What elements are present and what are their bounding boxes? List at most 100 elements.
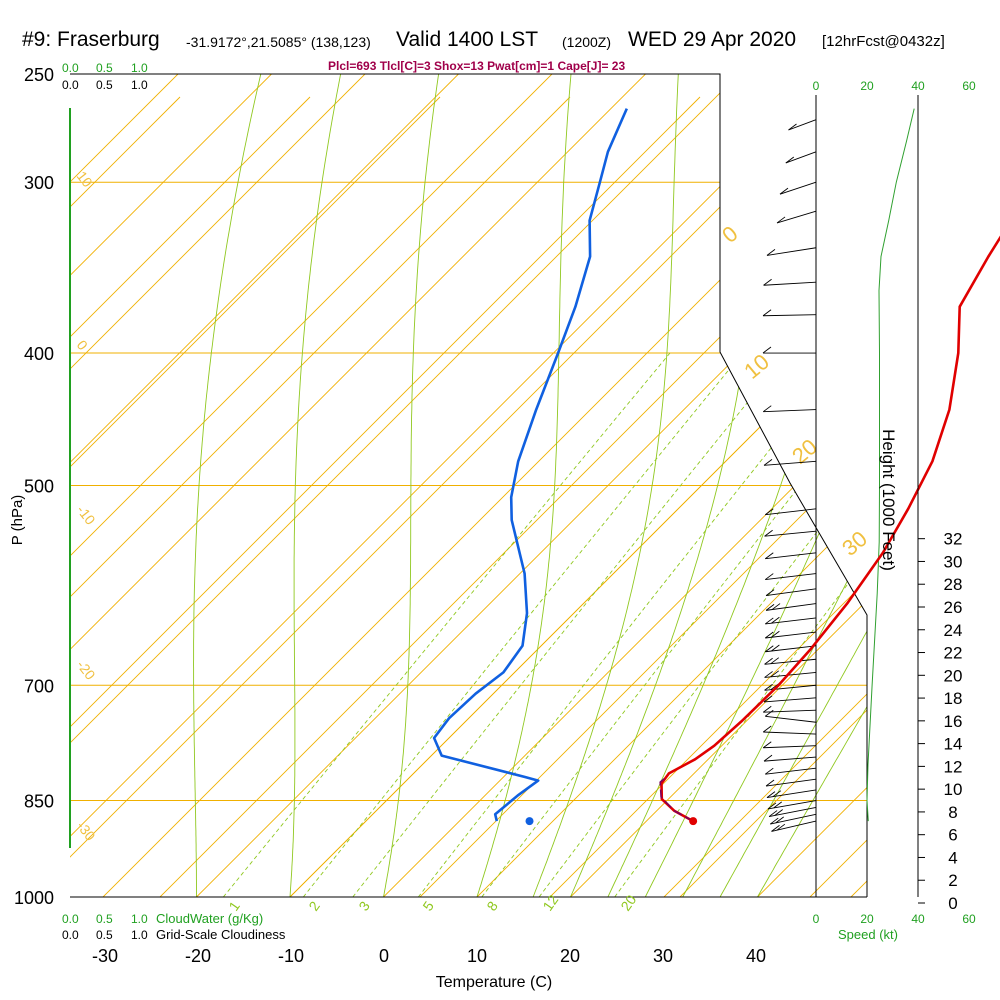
wind-barb-flag: [765, 617, 774, 625]
surface-temperature-marker: [689, 817, 698, 826]
forecast-label: [12hrFcst@0432z]: [822, 33, 945, 50]
temperature-line: [660, 235, 1000, 823]
wind-barb: [765, 767, 817, 775]
wind-barb-flag: [763, 458, 773, 466]
wind-speed-profile: [866, 108, 915, 822]
valid-date: WED 29 Apr 2020: [628, 28, 797, 51]
cloudiness-scale-bottom: 1.0: [131, 928, 148, 942]
wind-barb-flag: [772, 790, 782, 798]
wind-barb-flag: [765, 604, 775, 611]
cloudiness-scale-top: 1.0: [131, 78, 148, 92]
wind-barb-flag: [788, 123, 797, 131]
isotherm-line: [757, 74, 867, 897]
height-tick-label: 2: [948, 871, 957, 890]
wind-barb: [767, 800, 817, 810]
moist-adiabat-line: [289, 74, 342, 897]
wind-barb: [766, 603, 817, 611]
height-axis-label: Height (1000 Feet): [879, 429, 898, 571]
dry-adiabat-label: -20: [74, 657, 99, 683]
temperature-tick-label: -30: [92, 946, 118, 966]
height-tick-label: 32: [944, 530, 963, 549]
plot-outline: [70, 73, 868, 897]
cloudiness-scale-top: 0.5: [96, 78, 113, 92]
cloudwater-scale-bottom: 0.5: [96, 912, 113, 926]
mixing-ratio-line: [302, 352, 743, 897]
wind-barb-flag: [765, 645, 774, 653]
temperature-tick-label: 10: [467, 946, 487, 966]
isotherm-line: [70, 74, 272, 897]
wind-barb-flag: [763, 278, 772, 286]
dry-adiabat-label: 10: [739, 349, 774, 384]
wind-barb: [765, 617, 817, 625]
cloudwater-scale-bottom: 1.0: [131, 912, 148, 926]
dry-adiabat-line: [70, 96, 571, 897]
pressure-tick-label: 850: [24, 792, 54, 812]
wind-barb-flag: [771, 644, 780, 652]
wind-barb-flag: [762, 309, 772, 317]
dry-adiabat-line: [70, 96, 701, 897]
mixing-ratio-line: [417, 352, 848, 897]
speed-axis-label: Speed (kt): [838, 927, 898, 942]
moist-adiabat-line: [757, 74, 867, 897]
isotherm-line: [196, 74, 867, 897]
station-title: #9: Fraserburg: [22, 28, 160, 51]
pressure-tick-label: 300: [24, 173, 54, 193]
wind-barb-flag: [769, 817, 779, 825]
wind-barb: [766, 789, 817, 799]
speed-scale-top: 20: [860, 79, 874, 93]
dry-adiabat-line: [70, 96, 441, 897]
wind-barb: [765, 552, 817, 560]
dry-adiabat-line: [159, 96, 867, 897]
wind-barb: [765, 645, 817, 653]
wind-barb-flag: [762, 405, 772, 413]
temperature-tick-label: -10: [278, 946, 304, 966]
dry-adiabat-line: [289, 96, 867, 897]
temperature-axis-label: Temperature (C): [436, 974, 552, 991]
speed-scale-bottom: 0: [813, 912, 820, 926]
dry-adiabat-label: 10: [74, 168, 96, 190]
wind-barb: [763, 409, 817, 413]
dry-adiabat-label: -30: [74, 818, 99, 844]
dry-adiabat-label: 20: [787, 434, 822, 469]
plot-area: [70, 74, 867, 897]
moist-adiabat-line: [532, 74, 679, 897]
wind-barb-flag: [767, 802, 777, 810]
pressure-axis-label: P (hPa): [9, 495, 26, 546]
wind-barb-flag: [764, 529, 773, 537]
height-tick-label: 16: [944, 712, 963, 731]
mixing-ratio-label: 12: [539, 892, 561, 914]
wind-barb-flag: [764, 671, 773, 678]
wind-barb: [765, 631, 817, 639]
wind-barb: [764, 671, 817, 678]
height-tick-label: 26: [944, 598, 963, 617]
moist-adiabat-line: [383, 74, 440, 897]
wind-barb: [764, 658, 817, 665]
mixing-ratio-line: [538, 352, 867, 897]
height-tick-label: 14: [944, 735, 963, 754]
wind-barb: [771, 820, 817, 832]
wind-barb: [766, 247, 817, 256]
height-tick-label: 10: [944, 780, 963, 799]
isotherm-line: [70, 74, 366, 897]
mixing-ratio-line: [614, 352, 867, 897]
surface-dewpoint-marker: [525, 817, 534, 826]
wind-barb-flag: [762, 741, 772, 749]
wind-barb-flag: [763, 754, 773, 762]
mixing-ratio-label: 8: [483, 898, 501, 914]
dry-adiabat-line: [679, 96, 867, 897]
cloudwater-scale-top: 0.0: [62, 61, 79, 75]
dry-adiabat-label: -10: [74, 502, 99, 528]
station-coords: -31.9172°,21.5085° (138,123): [186, 34, 371, 50]
wind-barb-flag: [771, 603, 781, 610]
wind-barb-flag: [766, 791, 776, 798]
isotherm-line: [850, 74, 867, 897]
dry-adiabat-line: [809, 96, 867, 897]
wind-barb: [766, 588, 817, 597]
speed-scale-bottom: 60: [962, 912, 976, 926]
temperature-tick-label: -20: [185, 946, 211, 966]
mixing-ratio-line: [222, 352, 671, 897]
wind-barb: [763, 745, 817, 749]
height-tick-label: 12: [944, 757, 963, 776]
cloudwater-scale-top: 1.0: [131, 61, 148, 75]
moist-adiabat-line: [476, 74, 572, 897]
